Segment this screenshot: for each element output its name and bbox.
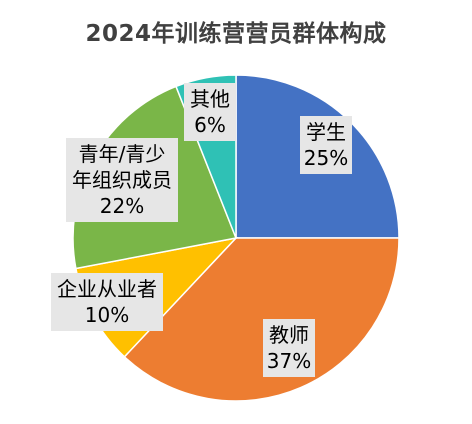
pie-label-box-4 [184, 83, 236, 141]
pie-label-percent-0: 25% [304, 146, 348, 170]
pie-label-percent-3: 22% [100, 194, 144, 218]
pie-label-name-4: 其他 [190, 87, 230, 111]
pie-label-4: 其他6% [184, 83, 236, 141]
pie-slice-1 [123, 237, 400, 402]
pie-label-name-3: 青年/青少 [79, 142, 166, 166]
pie-label-percent-2: 10% [85, 303, 129, 327]
pie-label-name-1: 教师 [269, 323, 309, 347]
pie-label-box-0 [300, 116, 352, 174]
pie-label-box-2 [51, 273, 163, 331]
pie-label-name-2: 企业从业者 [57, 277, 157, 301]
chart-title: 2024年训练营营员群体构成 [85, 21, 387, 47]
pie-label-box-3 [66, 138, 178, 222]
pie-label-name-3: 年组织成员 [72, 168, 172, 192]
pie-label-percent-1: 37% [267, 349, 311, 373]
pie-label-name-0: 学生 [306, 120, 346, 144]
pie-label-percent-4: 6% [194, 113, 226, 137]
pie-label-box-1 [263, 319, 315, 377]
